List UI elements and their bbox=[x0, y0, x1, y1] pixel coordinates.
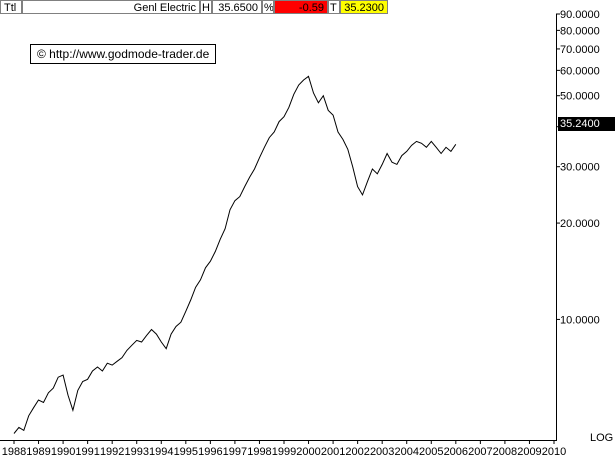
x-tick-label: 2010 bbox=[542, 446, 566, 458]
y-tick-label: 80.0000 bbox=[560, 25, 600, 37]
percent-change-value: -0.59 bbox=[274, 0, 328, 14]
x-tick-label: 1999 bbox=[272, 446, 296, 458]
x-tick-label: 2008 bbox=[493, 446, 517, 458]
x-tick-label: 1997 bbox=[223, 446, 247, 458]
y-tick-label: 10.0000 bbox=[560, 314, 600, 326]
x-tick-label: 1990 bbox=[51, 446, 75, 458]
y-tick-label: 70.0000 bbox=[560, 44, 600, 56]
instrument-name: Genl Electric bbox=[22, 0, 200, 14]
x-tick-label: 1996 bbox=[198, 446, 222, 458]
x-axis: 1988 1989 1990 1991 1992 1993 1994 1995 1996 1997… bbox=[2, 440, 566, 458]
x-tick-label: 2000 bbox=[296, 446, 320, 458]
watermark: © http://www.godmode-trader.de bbox=[30, 44, 217, 64]
x-tick-label: 1994 bbox=[149, 446, 173, 458]
price-series-line bbox=[13, 75, 457, 434]
symbol-field: Ttl bbox=[0, 0, 22, 14]
y-tick-label: 30.0000 bbox=[560, 162, 600, 174]
x-tick-label: 2002 bbox=[345, 446, 369, 458]
high-label: H bbox=[200, 0, 212, 14]
x-tick-label: 2007 bbox=[468, 446, 492, 458]
quote-header: Ttl Genl Electric H 35.6500 % -0.59 T 35… bbox=[0, 0, 390, 14]
y-tick-label: 50.0000 bbox=[560, 91, 600, 103]
last-price-tag: 35.2400 bbox=[558, 117, 615, 131]
x-tick-label: 1992 bbox=[100, 446, 124, 458]
y-tick-label: 20.0000 bbox=[560, 218, 600, 230]
x-tick-label: 2003 bbox=[370, 446, 394, 458]
last-label: T bbox=[328, 0, 340, 14]
x-tick-label: 1993 bbox=[124, 446, 148, 458]
y-axis: 90.000080.000070.000060.000050.000040.00… bbox=[556, 9, 600, 326]
series-layer bbox=[13, 75, 457, 434]
high-value: 35.6500 bbox=[212, 0, 262, 14]
x-tick-label: 2001 bbox=[321, 446, 345, 458]
x-tick-label: 1998 bbox=[247, 446, 271, 458]
x-tick-label: 1988 bbox=[2, 446, 26, 458]
x-tick-label: 2009 bbox=[517, 446, 541, 458]
plot-area[interactable] bbox=[0, 14, 557, 441]
percent-label: % bbox=[262, 0, 274, 14]
x-tick-label: 2005 bbox=[419, 446, 443, 458]
x-tick-label: 1995 bbox=[174, 446, 198, 458]
log-scale-label: LOG bbox=[590, 432, 614, 444]
last-value: 35.2300 bbox=[340, 0, 388, 14]
x-tick-label: 2006 bbox=[444, 446, 468, 458]
x-tick-label: 1991 bbox=[75, 446, 99, 458]
y-tick-label: 90.0000 bbox=[560, 9, 600, 21]
y-tick-label: 60.0000 bbox=[560, 65, 600, 77]
x-tick-label: 2004 bbox=[394, 446, 418, 458]
x-tick-label: 1989 bbox=[26, 446, 50, 458]
